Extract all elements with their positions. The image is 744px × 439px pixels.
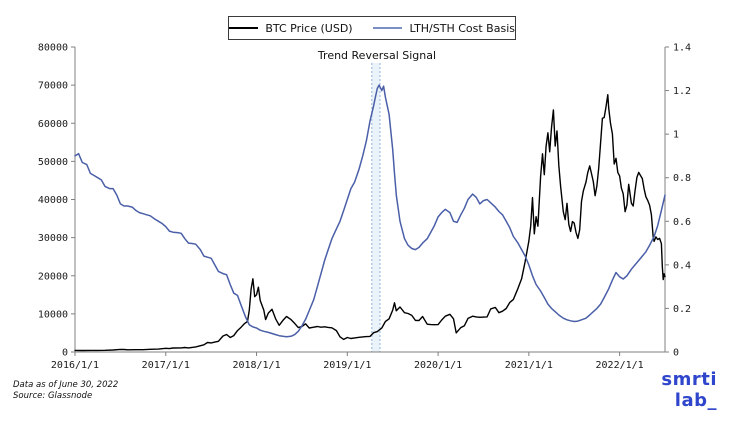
x-axis-tick-label: 2022/1/1: [596, 360, 644, 371]
x-axis-tick-label: 2018/1/1: [232, 360, 280, 371]
x-axis-tick-label: 2019/1/1: [323, 360, 371, 371]
brand-logo: smrti lab_: [661, 369, 717, 411]
right-axis-tick-label: 0.4: [673, 260, 691, 271]
annotation-title: Trend Reversal Signal: [317, 49, 437, 62]
btc-price-line: [74, 93, 666, 352]
right-axis-tick-label: 0: [673, 348, 679, 359]
left-axis-tick-label: 40000: [38, 195, 68, 206]
x-axis-tick-label: 2020/1/1: [414, 360, 462, 371]
right-axis-tick-label: 1.4: [673, 43, 691, 54]
x-axis-tick-label: 2021/1/1: [505, 360, 553, 371]
legend-label-lthsth: LTH/STH Cost Basis: [409, 21, 515, 35]
right-axis-tick-label: 1.2: [673, 86, 691, 97]
left-axis-tick-label: 20000: [38, 271, 68, 282]
lthsth-line-swatch-icon: [373, 27, 403, 29]
right-axis-tick-label: 1: [673, 130, 679, 141]
left-axis-tick-label: 80000: [38, 43, 68, 54]
btc-line-swatch-icon: [229, 27, 259, 29]
signal-band: [371, 63, 380, 352]
x-axis-tick-label: 2016/1/1: [51, 360, 99, 371]
right-axis-tick-label: 0.2: [673, 304, 691, 315]
left-axis-tick-label: 50000: [38, 157, 68, 168]
footnote-source: Source: Glassnode: [13, 390, 93, 401]
right-axis-tick-label: 0.6: [673, 217, 691, 228]
right-axis-tick-label: 0.8: [673, 173, 691, 184]
left-axis-tick-label: 10000: [38, 309, 68, 320]
footnote: Data as of June 30, 2022 Source: Glassno…: [13, 380, 118, 401]
left-axis-tick-label: 70000: [38, 81, 68, 92]
brand-logo-line1: smrti: [661, 369, 717, 390]
brand-logo-line2: lab_: [674, 390, 717, 411]
legend-label-btc: BTC Price (USD): [265, 21, 353, 35]
left-axis-tick-label: 0: [62, 348, 68, 359]
lth-sth-cost-basis-line: [74, 84, 666, 338]
legend: BTC Price (USD) LTH/STH Cost Basis: [228, 16, 516, 40]
left-axis-tick-label: 60000: [38, 119, 68, 130]
footnote-date: Data as of June 30, 2022: [13, 380, 119, 390]
left-axis-tick-label: 30000: [38, 233, 68, 244]
x-axis-tick-label: 2017/1/1: [142, 360, 190, 371]
